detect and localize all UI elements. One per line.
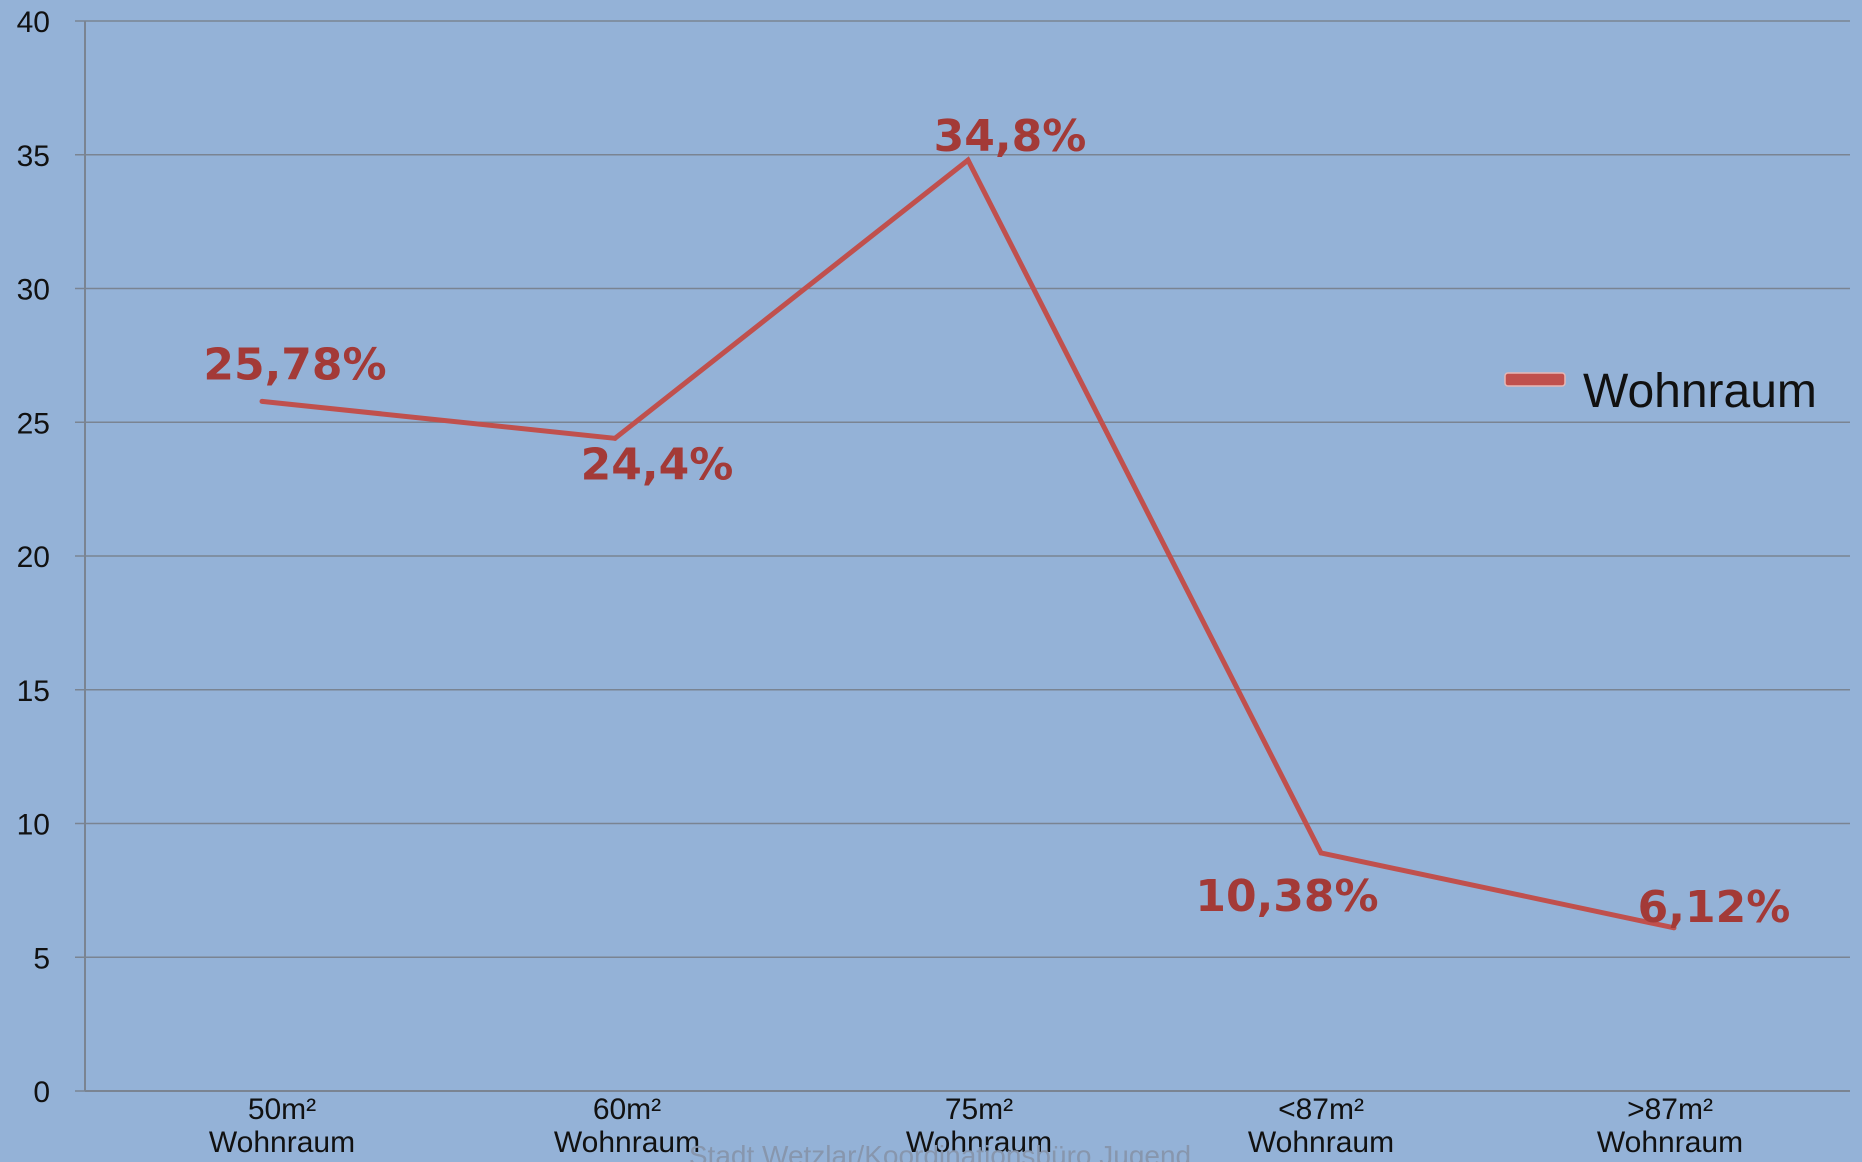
y-tick-label: 0 — [33, 1076, 50, 1109]
data-label: 25,78% — [203, 339, 386, 390]
legend-swatch — [1504, 372, 1566, 387]
data-label: 6,12% — [1638, 882, 1791, 933]
axes: 0 5 10 15 20 25 30 35 40 50m² Wohnraum 60m² Wohnraum… — [17, 6, 1850, 1159]
data-point — [1318, 850, 1324, 856]
y-tick-label: 20 — [17, 541, 50, 574]
y-tick-label: 5 — [33, 942, 50, 975]
y-tick-label: 10 — [17, 809, 50, 842]
x-tick-label: 75m² Wohnraum — [906, 1093, 1052, 1159]
y-tick-label: 15 — [17, 675, 50, 708]
legend: Wohnraum — [1504, 365, 1817, 418]
x-tick-label: 60m² Wohnraum — [554, 1093, 700, 1159]
data-label: 10,38% — [1195, 871, 1378, 922]
y-tick-label: 40 — [17, 6, 50, 39]
data-label: 34,8% — [934, 111, 1087, 162]
y-tick-label: 35 — [17, 140, 50, 173]
footer-text: Stadt Wetzlar/Koordinationsbüro Jugend — [689, 1140, 1191, 1162]
data-point — [259, 398, 265, 404]
x-tick-label: <87m² Wohnraum — [1248, 1093, 1394, 1159]
legend-label: Wohnraum — [1583, 365, 1817, 418]
data-label: 24,4% — [581, 439, 734, 490]
data-point — [612, 435, 618, 441]
x-tick-label: >87m² Wohnraum — [1597, 1093, 1743, 1159]
data-point — [1671, 925, 1677, 931]
y-tick-label: 30 — [17, 274, 50, 307]
gridlines — [85, 20, 1850, 958]
series-layer — [259, 156, 1677, 931]
data-point — [965, 157, 971, 163]
data-labels: 25,78% 24,4% 34,8% 10,38% 6,12% — [203, 111, 1790, 933]
x-tick-label: 50m² Wohnraum — [209, 1093, 355, 1159]
series-line-wohnraum — [261, 156, 1675, 931]
footer: Stadt Wetzlar/Koordinationsbüro Jugend — [689, 1140, 1191, 1162]
y-tick-label: 25 — [17, 407, 50, 440]
